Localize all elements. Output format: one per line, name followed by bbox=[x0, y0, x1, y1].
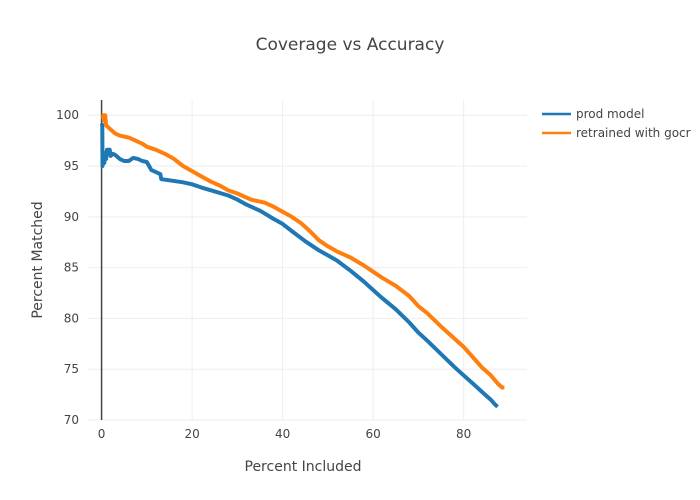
legend-label-retrained-with-gocr[interactable]: retrained with gocr bbox=[576, 126, 691, 140]
tick-layer: 0 20 40 60 80 70 75 80 85 90 95 100 bbox=[56, 108, 471, 441]
x-tick-label: 0 bbox=[98, 427, 106, 441]
x-tick-label: 20 bbox=[184, 427, 199, 441]
series-layer bbox=[99, 113, 505, 409]
legend-label-prod-model[interactable]: prod model bbox=[576, 107, 644, 121]
y-tick-label: 85 bbox=[64, 261, 79, 275]
x-tick-label: 80 bbox=[456, 427, 471, 441]
x-tick-label: 40 bbox=[275, 427, 290, 441]
grid-layer bbox=[88, 100, 527, 421]
x-tick-label: 60 bbox=[365, 427, 380, 441]
series-line-retrained-with-gocr[interactable] bbox=[100, 113, 505, 390]
x-axis-title: Percent Included bbox=[245, 459, 362, 475]
chart-title: Coverage vs Accuracy bbox=[256, 35, 445, 55]
y-axis-title: Percent Matched bbox=[30, 201, 46, 318]
legend[interactable]: prod model retrained with gocr bbox=[542, 107, 691, 140]
y-tick-label: 95 bbox=[64, 159, 79, 173]
series-line-prod-model[interactable] bbox=[99, 122, 499, 409]
y-tick-label: 75 bbox=[64, 362, 79, 376]
y-tick-label: 70 bbox=[64, 413, 79, 427]
y-tick-label: 90 bbox=[64, 210, 79, 224]
y-tick-label: 80 bbox=[64, 311, 79, 325]
y-tick-label: 100 bbox=[56, 108, 79, 122]
